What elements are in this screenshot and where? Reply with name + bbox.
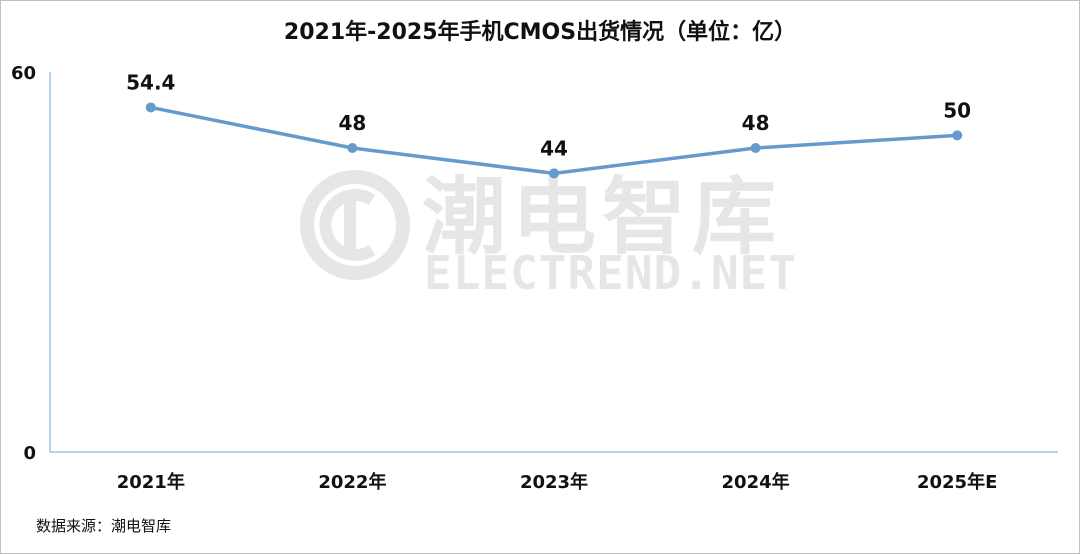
source-note: 数据来源：潮电智库: [36, 517, 172, 535]
y-tick-label: 0: [23, 443, 36, 464]
x-tick-label: 2023年: [520, 471, 588, 493]
data-label: 48: [338, 111, 366, 135]
x-tick-label: 2021年: [117, 471, 185, 493]
y-tick-label: 60: [11, 63, 36, 84]
data-label: 44: [540, 136, 568, 160]
data-label: 48: [742, 111, 770, 135]
chart-title: 2021年-2025年手机CMOS出货情况（单位：亿）: [283, 20, 797, 45]
data-point: [750, 143, 761, 153]
x-tick-label: 2024年: [722, 471, 790, 493]
data-point: [952, 130, 963, 141]
data-point: [145, 102, 156, 113]
x-tick-label: 2025年E: [917, 471, 997, 493]
data-label: 50: [943, 98, 971, 122]
data-point: [347, 143, 358, 153]
data-point: [549, 168, 559, 179]
data-label: 54.4: [126, 70, 175, 94]
x-tick-label: 2022年: [318, 471, 386, 493]
